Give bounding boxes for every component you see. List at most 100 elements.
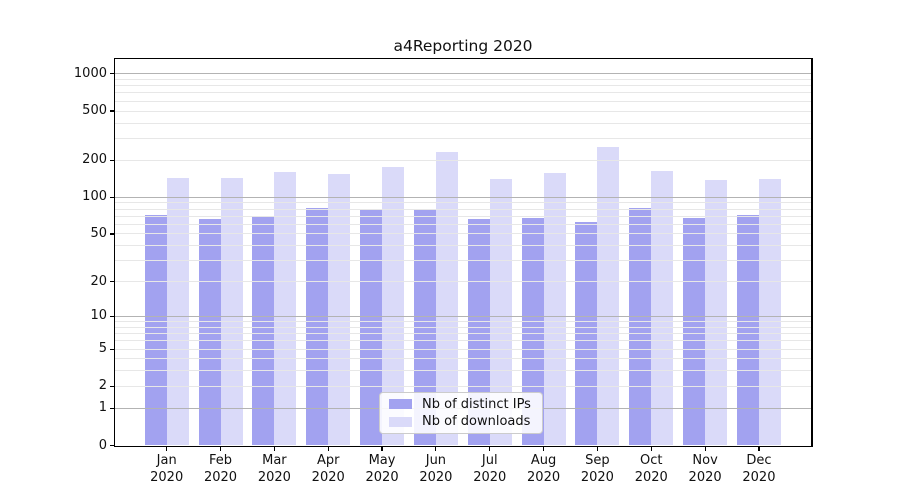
gridline-minor [115, 137, 811, 139]
gridline-minor [115, 348, 811, 350]
x-tick-label: Dec 2020 [729, 452, 789, 486]
legend-label: Nb of distinct IPs [422, 396, 531, 412]
bar-downloads-dec [758, 179, 781, 446]
y-axis-tick [109, 444, 114, 447]
y-tick-label: 1 [98, 400, 107, 416]
legend-item-distinct-ips: Nb of distinct IPs [389, 398, 542, 411]
x-tick-label-line: Oct [640, 453, 663, 468]
gridline-minor [115, 245, 811, 247]
gridline-minor [115, 340, 811, 342]
x-axis-tick [381, 447, 383, 451]
bar-downloads-may [382, 167, 405, 446]
bar-distinct-ips-feb [198, 219, 221, 446]
y-axis-tick [109, 73, 114, 75]
x-tick-label: Jul 2020 [460, 452, 520, 486]
gridline-minor [115, 78, 811, 80]
y-tick-label: 50 [90, 225, 107, 241]
x-axis-tick [166, 447, 168, 451]
y-axis-tick [109, 385, 114, 387]
bar-downloads-sep [597, 146, 620, 446]
bar-downloads-mar [274, 172, 297, 446]
x-tick-label-line: 2020 [580, 470, 614, 485]
bar-downloads-aug [543, 173, 566, 446]
gridline-minor [115, 159, 811, 161]
x-tick-label-line: Apr [316, 453, 340, 468]
x-tick-label-line: Aug [530, 453, 557, 468]
x-tick-label-line: Sep [585, 453, 610, 468]
x-tick-label: Jan 2020 [137, 452, 197, 486]
plot-border-right [811, 57, 813, 447]
x-axis-tick [758, 447, 760, 451]
x-axis-tick [273, 447, 275, 451]
bar-downloads-feb [220, 178, 243, 446]
x-tick-label-line: 2020 [742, 470, 776, 485]
x-tick-label-line: Jan [156, 453, 177, 468]
x-tick-label-line: 2020 [473, 470, 507, 485]
x-tick-label-line: Dec [746, 453, 772, 468]
y-tick-label: 20 [90, 273, 107, 289]
x-tick-label-line: 2020 [203, 470, 238, 485]
gridline-minor [115, 92, 811, 94]
gridline-minor [115, 333, 811, 335]
y-axis-tick [109, 110, 114, 112]
x-tick-label-line: Feb [209, 453, 233, 468]
gridline-minor [115, 223, 811, 225]
gridline-minor [115, 326, 811, 328]
x-tick-label-line: 2020 [527, 470, 561, 485]
legend-label: Nb of downloads [422, 414, 531, 430]
x-tick-label-line: Mar [262, 453, 287, 468]
y-axis-tick [109, 196, 114, 198]
y-tick-label: 100 [82, 189, 107, 205]
x-tick-label-line: 2020 [419, 470, 453, 485]
gridline-major [115, 315, 811, 317]
y-tick-label: 200 [82, 152, 107, 168]
legend-swatch-distinct-ips [389, 399, 412, 410]
y-axis-tick [109, 348, 114, 350]
legend: Nb of distinct IPs Nb of downloads [379, 392, 543, 434]
y-tick-label: 500 [82, 103, 107, 119]
bar-distinct-ips-mar [252, 216, 275, 446]
bar-distinct-ips-jan [144, 215, 167, 446]
x-tick-label-line: 2020 [257, 470, 291, 485]
y-tick-label: 0 [98, 437, 107, 453]
gridline-minor [115, 100, 811, 102]
y-tick-label: 1000 [73, 65, 107, 81]
bar-downloads-oct [651, 171, 674, 446]
bar-downloads-apr [328, 174, 351, 446]
x-tick-label: Feb 2020 [191, 452, 251, 486]
y-tick-label: 5 [98, 341, 107, 357]
gridline-minor [115, 110, 811, 112]
x-axis-tick [542, 447, 545, 451]
bar-distinct-ips-nov [683, 217, 706, 446]
bar-downloads-jan [166, 178, 189, 446]
x-tick-label: Oct 2020 [621, 452, 681, 486]
x-tick-label: May 2020 [352, 452, 412, 486]
bar-downloads-nov [705, 180, 728, 446]
x-axis-tick [435, 447, 437, 451]
x-axis-tick [704, 447, 706, 451]
x-tick-label: Sep 2020 [567, 452, 627, 486]
gridline-minor [115, 370, 811, 372]
x-tick-label: Jun 2020 [406, 452, 466, 486]
x-axis-tick [596, 447, 598, 451]
plot-border-left [113, 57, 115, 447]
bar-downloads-jun [435, 152, 458, 446]
y-axis-tick [109, 233, 114, 235]
x-tick-label-line: Jun [425, 453, 447, 468]
x-axis-tick [327, 447, 329, 451]
y-axis-tick [109, 159, 114, 161]
gridline-minor [115, 281, 811, 283]
y-axis-tick [109, 315, 114, 318]
chart-title: a4Reporting 2020 [393, 37, 533, 55]
x-tick-label: Mar 2020 [244, 452, 304, 486]
x-tick-label-line: Nov [692, 453, 718, 468]
y-axis-tick [109, 407, 114, 409]
y-tick-label: 2 [98, 378, 107, 394]
gridline-minor [115, 122, 811, 124]
x-tick-label-line: Jul [481, 453, 498, 468]
bar-distinct-ips-jul [467, 219, 490, 446]
x-tick-label-line: 2020 [688, 470, 722, 485]
legend-swatch-downloads [389, 416, 412, 427]
gridline-minor [115, 321, 811, 323]
